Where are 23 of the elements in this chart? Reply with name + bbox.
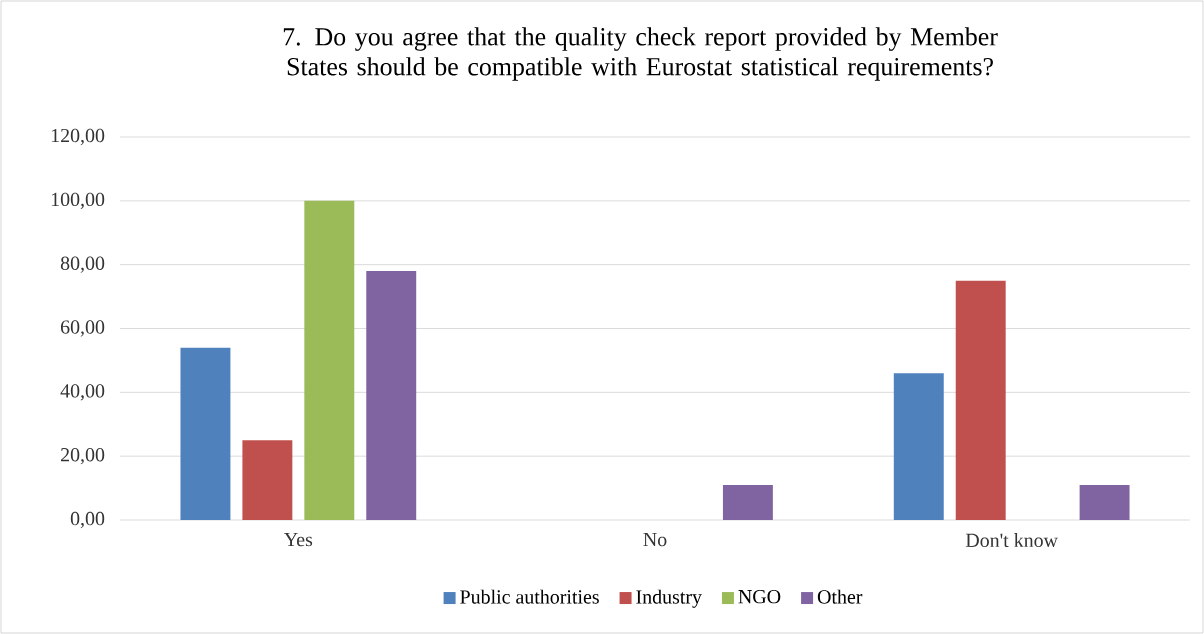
- bar: [304, 200, 355, 520]
- y-tick-label: 20,00: [61, 448, 105, 465]
- x-tick-label: Don't know: [965, 533, 1058, 548]
- legend-label: Other: [817, 589, 863, 604]
- bar: [955, 280, 1006, 520]
- y-tick-label: 40,00: [60, 384, 105, 401]
- bar: [180, 347, 231, 520]
- x-tick-label: No: [643, 533, 667, 547]
- bar: [722, 484, 773, 520]
- bar: [366, 271, 417, 520]
- bar: [1079, 484, 1130, 520]
- chart-title: 7. Do you agree that the quality check report provided by Member States should be compatible with Eurostat statistical requirements?: [283, 27, 998, 81]
- bar: [893, 373, 944, 520]
- legend-label: NGO: [738, 589, 781, 604]
- x-tick-label: Yes: [284, 533, 313, 547]
- y-tick-label: 60,00: [60, 320, 105, 337]
- legend-label: Industry: [636, 589, 702, 608]
- y-tick-label: 0,00: [70, 511, 105, 529]
- y-tick-label: 80,00: [60, 256, 105, 273]
- legend-label: Public authorities: [460, 589, 599, 604]
- y-tick-label: 100,00: [51, 192, 105, 209]
- y-tick-label: 120,00: [51, 128, 105, 146]
- bar: [242, 440, 293, 520]
